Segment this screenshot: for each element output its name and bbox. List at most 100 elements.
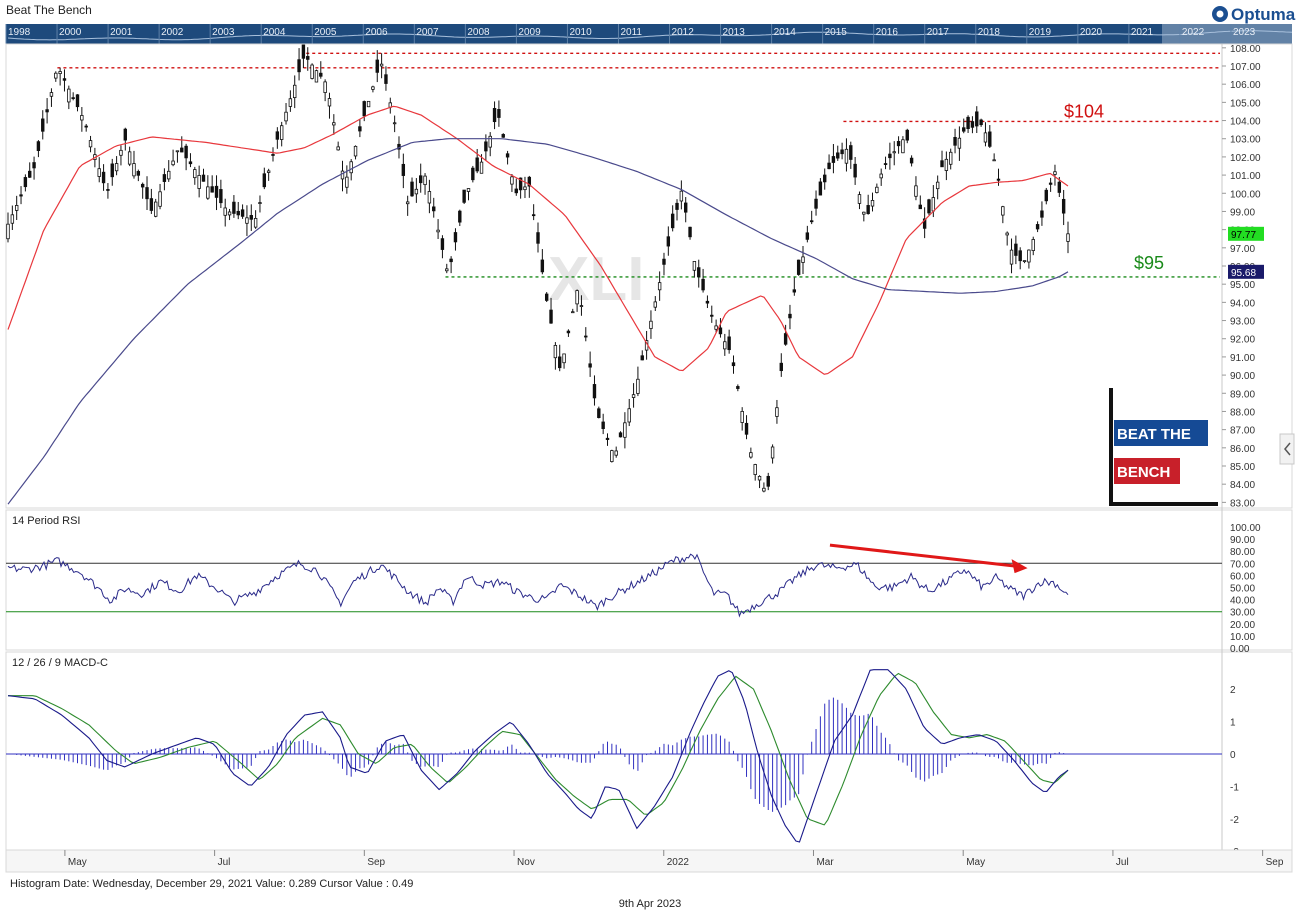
candle-body bbox=[531, 214, 536, 217]
candle-body bbox=[101, 171, 106, 184]
navigator-year-label: 2008 bbox=[467, 27, 490, 38]
navigator-year-label: 2020 bbox=[1080, 27, 1103, 38]
candle-body bbox=[805, 232, 810, 240]
candle-body bbox=[184, 145, 188, 159]
candle-body bbox=[475, 157, 479, 172]
candle-body bbox=[41, 118, 45, 132]
rsi-levels bbox=[6, 562, 1222, 613]
brand-top-text: BEAT THE bbox=[1117, 426, 1191, 443]
candle-body bbox=[371, 86, 375, 90]
price-annotations: $104 $95 bbox=[1064, 101, 1164, 272]
candle-body bbox=[123, 128, 127, 141]
candle-body bbox=[931, 197, 936, 212]
candle-body bbox=[271, 154, 275, 156]
price-axis-label: 86.00 bbox=[1230, 444, 1255, 455]
rsi-arrow-shaft bbox=[829, 543, 1016, 568]
candle-body bbox=[149, 198, 154, 211]
candle-body bbox=[783, 333, 788, 345]
candle-body bbox=[792, 289, 797, 293]
price-axis-label: 105.00 bbox=[1230, 98, 1261, 109]
date-navigator[interactable]: 1998 2000 2001 2002 2003 2004 2005 2006 2007 2008… bbox=[5, 24, 1293, 44]
navigator-year-label: 2002 bbox=[161, 27, 184, 38]
time-axis-label: May bbox=[68, 857, 87, 868]
navigator-year-label: 2015 bbox=[825, 27, 848, 38]
price-axis-label: 108.00 bbox=[1230, 44, 1261, 55]
candle-body bbox=[110, 163, 114, 178]
navigator-year-label: 2018 bbox=[978, 27, 1001, 38]
candle-body bbox=[558, 356, 562, 369]
price-axis-label: 87.00 bbox=[1230, 426, 1255, 437]
candle-body bbox=[297, 59, 301, 73]
navigator-selection[interactable] bbox=[1162, 24, 1292, 44]
navigator-year-label: 2021 bbox=[1131, 27, 1154, 38]
time-axis-label: Sep bbox=[367, 857, 385, 868]
candle-body bbox=[584, 335, 588, 338]
histogram-info: Histogram Date: Wednesday, December 29, … bbox=[10, 878, 414, 890]
candle-body bbox=[979, 119, 983, 126]
candle-body bbox=[888, 153, 892, 159]
candle-body bbox=[870, 200, 875, 207]
candle-body bbox=[857, 194, 862, 204]
candle-body bbox=[605, 437, 610, 440]
candle-body bbox=[458, 210, 462, 223]
time-axis-background bbox=[5, 849, 1293, 873]
panel-collapse-tab[interactable] bbox=[1279, 433, 1295, 465]
candle-body bbox=[527, 176, 532, 187]
candle-body bbox=[801, 256, 805, 263]
navigator-year-label: 2005 bbox=[314, 27, 337, 38]
candle-body bbox=[788, 313, 792, 319]
candle-body bbox=[75, 94, 80, 108]
candle-body bbox=[1001, 206, 1005, 216]
time-axis-label: Sep bbox=[1266, 857, 1284, 868]
navigator-year-label: 2003 bbox=[212, 27, 235, 38]
candle-body bbox=[210, 186, 214, 193]
candle-body bbox=[1040, 210, 1044, 218]
candle-body bbox=[67, 88, 71, 103]
candle-body bbox=[462, 189, 466, 203]
candle-body bbox=[975, 111, 979, 127]
candle-body bbox=[896, 141, 901, 147]
candle-body bbox=[653, 301, 657, 308]
candle-body bbox=[723, 341, 727, 350]
navigator-year-label: 2012 bbox=[672, 27, 695, 38]
candle-body bbox=[45, 109, 49, 113]
price-axis-label: 85.00 bbox=[1230, 462, 1255, 473]
last-price-text: 97.77 bbox=[1231, 230, 1256, 241]
navigator-year-label: 2013 bbox=[723, 27, 746, 38]
candle-body bbox=[840, 149, 844, 155]
candle-body bbox=[705, 300, 710, 304]
price-axis-label: 94.00 bbox=[1230, 298, 1255, 309]
navigator-background[interactable] bbox=[6, 24, 1292, 44]
macd-axis-label: 0 bbox=[1230, 750, 1236, 761]
chevron-left-icon[interactable] bbox=[1284, 442, 1291, 456]
candle-body bbox=[970, 121, 975, 128]
candle-body bbox=[892, 151, 896, 154]
candle-body bbox=[223, 207, 227, 216]
candle-body bbox=[944, 158, 949, 171]
candle-body bbox=[353, 145, 358, 157]
time-axis-label: Mar bbox=[816, 857, 834, 868]
candle-body bbox=[301, 44, 306, 59]
candle-body bbox=[427, 191, 432, 204]
candle-body bbox=[909, 157, 914, 164]
candle-body bbox=[966, 116, 970, 130]
price-axis-label: 102.00 bbox=[1230, 153, 1261, 164]
candle-body bbox=[332, 122, 336, 126]
candle-body bbox=[71, 97, 75, 100]
candle-body bbox=[1014, 243, 1018, 256]
candle-body bbox=[862, 211, 866, 215]
collapse-tab-button[interactable] bbox=[1279, 433, 1295, 465]
candle-body bbox=[883, 163, 888, 165]
candle-body bbox=[266, 170, 271, 173]
price-axis-label: 99.00 bbox=[1230, 207, 1255, 218]
rsi-axis-label: 60.00 bbox=[1230, 571, 1255, 582]
price-axis-label: 90.00 bbox=[1230, 371, 1255, 382]
macd-title: 12 / 26 / 9 MACD-C bbox=[12, 657, 108, 669]
moving-average-text: 95.68 bbox=[1231, 268, 1256, 279]
candle-body bbox=[940, 160, 944, 168]
rsi-axis-label: 20.00 bbox=[1230, 620, 1255, 631]
candle-body bbox=[14, 205, 19, 211]
time-axis-label: 2022 bbox=[667, 857, 690, 868]
candle-body bbox=[827, 162, 831, 170]
